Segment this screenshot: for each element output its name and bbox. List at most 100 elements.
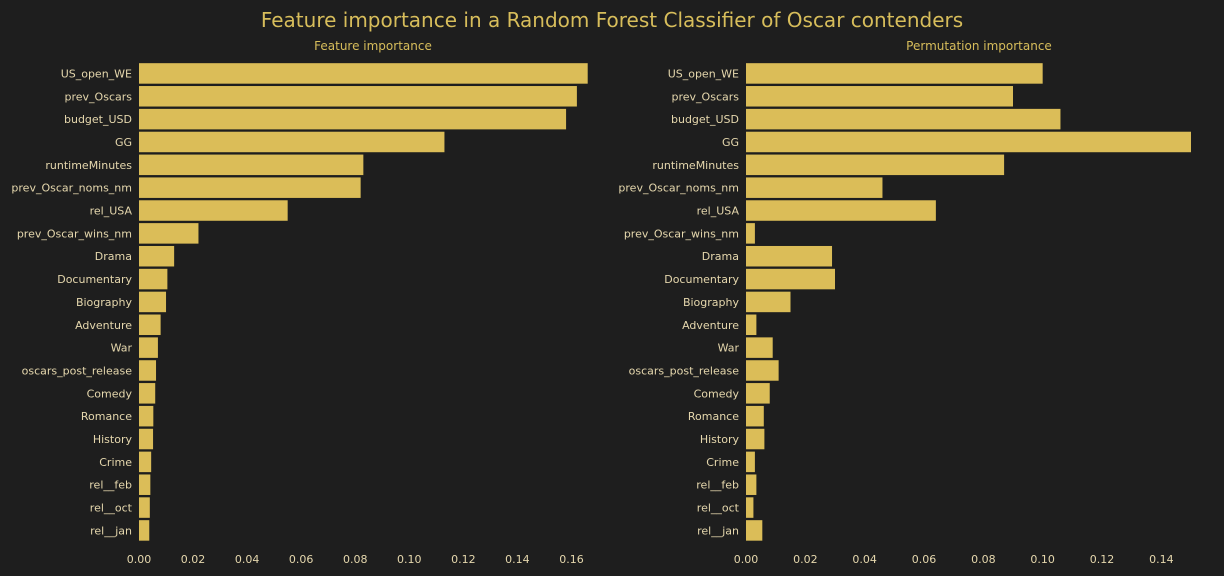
category-label: Drama [702, 250, 739, 263]
bar-runtimeMinutes [139, 154, 364, 176]
category-label: prev_Oscar_wins_nm [17, 227, 132, 240]
subplot-title: Permutation importance [906, 39, 1052, 53]
x-tick-label: 0.08 [343, 553, 368, 566]
bar-Romance [139, 405, 154, 427]
category-label: GG [115, 136, 132, 149]
category-label: prev_Oscars [65, 90, 133, 103]
bar-Comedy [139, 383, 156, 404]
category-label: War [111, 342, 133, 355]
category-label: History [93, 433, 133, 446]
x-tick-label: 0.02 [181, 553, 206, 566]
category-label: rel__oct [697, 502, 740, 515]
bar-Drama [139, 245, 175, 267]
category-label: oscars_post_release [22, 364, 133, 377]
bar-US_open_WE [746, 63, 1043, 84]
category-label: prev_Oscar_noms_nm [11, 182, 132, 195]
bar-rel__jan [746, 520, 763, 541]
x-tick-label: 0.04 [235, 553, 260, 566]
category-label: rel__jan [697, 524, 739, 537]
category-label: prev_Oscar_noms_nm [618, 182, 739, 195]
category-label: History [700, 433, 740, 446]
bar-oscars_post_release [139, 360, 157, 381]
bar-History [746, 428, 765, 450]
bar-US_open_WE [139, 63, 588, 84]
category-label: Crime [706, 456, 739, 469]
category-label: Romance [81, 410, 132, 423]
bar-prev_Oscar_wins_nm [746, 223, 755, 244]
bar-Biography [139, 291, 167, 313]
category-label: rel__oct [90, 502, 133, 515]
bar-oscars_post_release [746, 360, 779, 381]
bar-GG [139, 131, 445, 153]
bar-Biography [746, 291, 791, 313]
x-tick-label: 0.10 [397, 553, 422, 566]
bar-prev_Oscar_noms_nm [746, 177, 883, 198]
bar-Romance [746, 405, 764, 427]
x-tick-label: 0.02 [793, 553, 818, 566]
category-label: Comedy [694, 387, 740, 400]
bar-rel_USA [139, 200, 288, 221]
x-tick-label: 0.16 [559, 553, 584, 566]
feature-importance-panel: Feature importance US_open_WE prev_Oscarsb… [11, 39, 588, 566]
x-tick-label: 0.06 [912, 553, 937, 566]
bar-War [139, 337, 158, 358]
bar-Adventure [139, 314, 161, 336]
bar-Documentary [139, 268, 168, 290]
bar-Crime [746, 451, 755, 473]
bar-rel__feb [139, 474, 151, 495]
subplot-title: Feature importance [314, 39, 432, 53]
category-label: rel_USA [90, 205, 133, 218]
bar-Documentary [746, 268, 835, 290]
bar-Adventure [746, 314, 757, 336]
category-label: Comedy [87, 387, 133, 400]
category-label: Romance [688, 410, 739, 423]
category-label: budget_USD [671, 113, 739, 126]
category-label: Documentary [57, 273, 132, 286]
category-label: Adventure [75, 319, 132, 332]
bar-prev_Oscar_noms_nm [139, 177, 361, 198]
x-tick-label: 0.06 [289, 553, 314, 566]
bar-rel_USA [746, 200, 936, 221]
category-label: rel__feb [696, 479, 739, 492]
bar-rel__oct [746, 497, 754, 518]
x-tick-label: 0.04 [852, 553, 877, 566]
category-label: US_open_WE [668, 67, 739, 80]
category-label: rel__feb [89, 479, 132, 492]
bar-prev_Oscar_wins_nm [139, 223, 199, 244]
x-tick-label: 0.00 [127, 553, 152, 566]
category-label: Drama [95, 250, 132, 263]
x-tick-label: 0.08 [971, 553, 996, 566]
category-label: runtimeMinutes [45, 159, 132, 172]
bar-prev_Oscars [139, 86, 577, 107]
category-label: runtimeMinutes [652, 159, 739, 172]
category-label: Biography [683, 296, 740, 309]
x-tick-label: 0.00 [734, 553, 759, 566]
bar-Drama [746, 245, 833, 267]
bar-rel__jan [139, 520, 150, 541]
bar-War [746, 337, 773, 358]
bar-runtimeMinutes [746, 154, 1005, 176]
permutation-importance-panel: Permutation importance US_open_WE prev_Osc… [618, 39, 1191, 566]
bar-History [139, 428, 154, 450]
x-tick-label: 0.14 [505, 553, 530, 566]
bar-GG [746, 131, 1191, 153]
bar-Comedy [746, 383, 770, 404]
category-label: Adventure [682, 319, 739, 332]
category-label: US_open_WE [61, 67, 132, 80]
category-label: prev_Oscars [672, 90, 740, 103]
category-label: oscars_post_release [629, 364, 740, 377]
category-label: Crime [99, 456, 132, 469]
category-label: prev_Oscar_wins_nm [624, 227, 739, 240]
category-label: budget_USD [64, 113, 132, 126]
bar-rel__oct [139, 497, 150, 518]
category-label: GG [722, 136, 739, 149]
x-tick-label: 0.12 [1090, 553, 1115, 566]
bar-Crime [139, 451, 152, 473]
x-tick-label: 0.10 [1030, 553, 1055, 566]
bar-budget_USD [139, 108, 567, 130]
category-label: Biography [76, 296, 133, 309]
bar-budget_USD [746, 108, 1061, 130]
category-label: Documentary [664, 273, 739, 286]
category-label: War [718, 342, 740, 355]
